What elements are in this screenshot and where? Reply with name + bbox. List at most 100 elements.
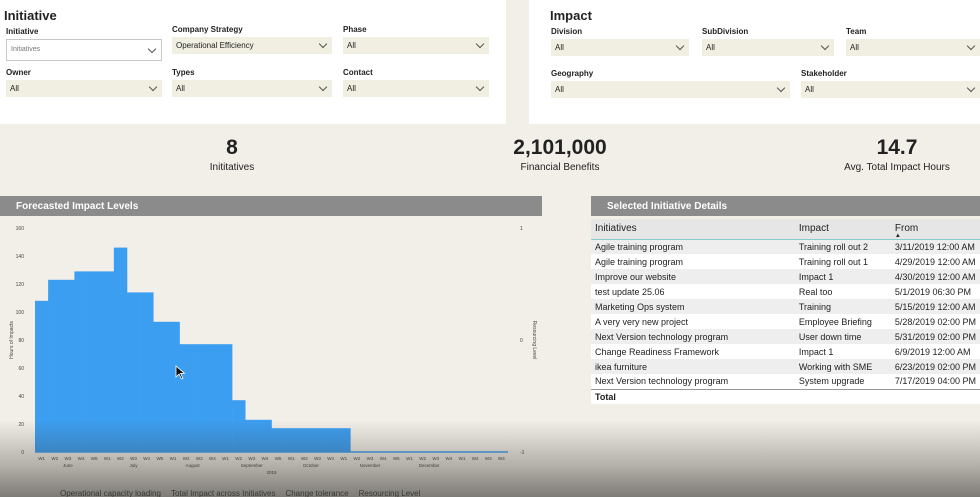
impact-bar xyxy=(113,247,128,452)
impact-bar xyxy=(61,279,75,452)
legend-item[interactable]: Total Impact across Initiatives xyxy=(170,489,276,497)
initiative-filter-panel: Initiative Initiative Initiatives Compan… xyxy=(0,0,506,124)
table-row[interactable]: Agile training program Training roll out … xyxy=(591,239,980,254)
legend-item[interactable]: Change tolerance xyxy=(285,489,349,497)
phase-label: Phase xyxy=(343,25,367,34)
subdivision-value: All xyxy=(706,43,715,52)
impact-bar xyxy=(324,428,338,452)
x-tick-label: W2 xyxy=(354,456,361,461)
x-tick-label: W1 xyxy=(222,456,229,461)
cell-initiative: Improve our website xyxy=(591,269,795,284)
legend-item[interactable]: Operational capacity loading xyxy=(60,489,161,497)
x-tick-label: W1 xyxy=(406,456,413,461)
cell-initiative: Next Version technology program xyxy=(591,329,795,344)
owner-value: All xyxy=(10,84,19,93)
forecasted-impact-chart[interactable]: 0 20 40 60 80 100 120 140 160 -1 0 1 Hours of Impact… xyxy=(0,216,542,497)
column-header-initiatives[interactable]: Initiatives xyxy=(591,219,795,240)
impact-bar xyxy=(297,428,312,452)
chevron-down-icon xyxy=(318,82,328,92)
y-tick-label: 0 xyxy=(21,450,24,456)
cell-impact: Employee Briefing xyxy=(798,316,872,327)
cell-initiative: test update 25.06 xyxy=(595,286,665,297)
x-tick-label: W2 xyxy=(117,456,124,461)
chevron-down-icon xyxy=(147,44,157,54)
contact-value: All xyxy=(347,84,356,93)
impact-bar xyxy=(179,344,193,452)
owner-dropdown[interactable]: All xyxy=(6,80,162,97)
company-strategy-value: Operational Efficiency xyxy=(176,41,254,50)
team-dropdown[interactable]: All xyxy=(846,39,980,56)
division-dropdown[interactable]: All xyxy=(551,39,689,56)
y-tick-label: 40 xyxy=(18,394,24,400)
x-tick-label: W4 xyxy=(78,456,85,461)
geography-dropdown[interactable]: All xyxy=(551,81,790,98)
x-tick-label: W3 xyxy=(485,456,492,461)
x-tick-label: W5 xyxy=(156,456,163,461)
month-label: June xyxy=(63,463,73,468)
impact-filter-panel: Impact Division All SubDivision All Team… xyxy=(529,0,980,124)
phase-dropdown[interactable]: All xyxy=(343,37,489,54)
cell-from: 5/1/2019 06:30 PM xyxy=(894,286,971,297)
table-section-header: Selected Initiative Details xyxy=(591,196,980,216)
table-row[interactable]: Improve our website Impact 1 4/30/2019 12:… xyxy=(591,269,980,284)
x-tick-label: W1 xyxy=(38,456,45,461)
cell-from: 6/23/2019 02:00 PM xyxy=(890,359,980,374)
stakeholder-dropdown[interactable]: All xyxy=(801,81,980,98)
column-header-impact[interactable]: Impact xyxy=(794,219,891,240)
company-strategy-dropdown[interactable]: Operational Efficiency xyxy=(172,37,332,54)
impact-bar xyxy=(35,300,49,452)
chevron-down-icon xyxy=(475,82,485,92)
table-row[interactable]: Agile training program Training roll out … xyxy=(591,254,980,269)
impact-bar xyxy=(192,344,207,452)
geography-label: Geography xyxy=(551,69,594,78)
kpi-initiatives-label: Inititatives xyxy=(209,162,255,173)
kpi-initiatives-value: 8 xyxy=(226,136,238,159)
x-tick-label: W2 xyxy=(472,456,479,461)
x-tick-label: W2 xyxy=(51,456,58,461)
types-dropdown[interactable]: All xyxy=(172,80,332,97)
impact-bar xyxy=(87,271,101,452)
y2-axis-label: Resourcing Level xyxy=(531,321,537,360)
column-header-from[interactable]: From ▲ xyxy=(890,219,980,240)
table-row[interactable]: A very very new project Employee Briefing… xyxy=(591,314,980,329)
geography-value: All xyxy=(555,85,564,94)
x-tick-label: W4 xyxy=(327,456,334,461)
table-row[interactable]: Marketing Ops system Training 5/15/2019 12… xyxy=(591,299,980,314)
cell-impact: Impact 1 xyxy=(794,269,891,284)
y-tick-label: 20 xyxy=(18,422,24,428)
contact-dropdown[interactable]: All xyxy=(343,80,489,97)
impact-panel-title: Impact xyxy=(550,8,592,23)
month-label: September xyxy=(241,463,264,468)
impact-bar xyxy=(258,419,272,452)
table-row[interactable]: Change Readiness Framework Impact 1 6/9/20… xyxy=(591,344,980,359)
initiative-slicer-label: Initiative xyxy=(6,27,39,36)
cell-impact: Training roll out 2 xyxy=(794,239,891,254)
table-row[interactable]: Next Version technology program User down… xyxy=(591,329,980,344)
table-row[interactable]: test update 25.06 Real too 5/1/2019 06:30 … xyxy=(591,284,980,299)
cell-impact: Working with SME xyxy=(794,359,891,374)
initiative-dropdown-value: Initiatives xyxy=(11,46,41,53)
table-row[interactable]: Next Version technology program System up… xyxy=(591,374,980,389)
chevron-down-icon xyxy=(675,41,685,51)
x-tick-label: W3 xyxy=(64,456,71,461)
x-tick-label: W4 xyxy=(446,456,453,461)
mouse-cursor-icon xyxy=(175,365,186,380)
y-tick-label: 60 xyxy=(18,366,24,372)
table-header-row: Initiatives Impact From ▲ xyxy=(591,219,980,240)
x-tick-label: W2 xyxy=(183,456,190,461)
month-label: December xyxy=(419,463,440,468)
x-tick-label: W1 xyxy=(170,456,177,461)
initiative-dropdown[interactable]: Initiatives xyxy=(6,39,162,61)
cell-initiative: Agile training program xyxy=(595,256,684,267)
subdivision-dropdown[interactable]: All xyxy=(702,39,834,56)
kpi-avg-impact-hours: 14.7 Avg. Total Impact Hours xyxy=(832,136,962,173)
x-tick-label: W2 xyxy=(301,456,308,461)
impact-bar xyxy=(205,344,220,452)
y-tick-label: 80 xyxy=(18,338,24,344)
stakeholder-label: Stakeholder xyxy=(801,69,847,78)
cell-from: 5/31/2019 02:00 PM xyxy=(890,329,980,344)
table-row[interactable]: ikea furniture Working with SME 6/23/2019 … xyxy=(591,359,980,374)
legend-item[interactable]: Resourcing Level xyxy=(358,489,421,497)
y2-tick-label: 0 xyxy=(520,338,523,344)
x-tick-label: W3 xyxy=(367,456,374,461)
